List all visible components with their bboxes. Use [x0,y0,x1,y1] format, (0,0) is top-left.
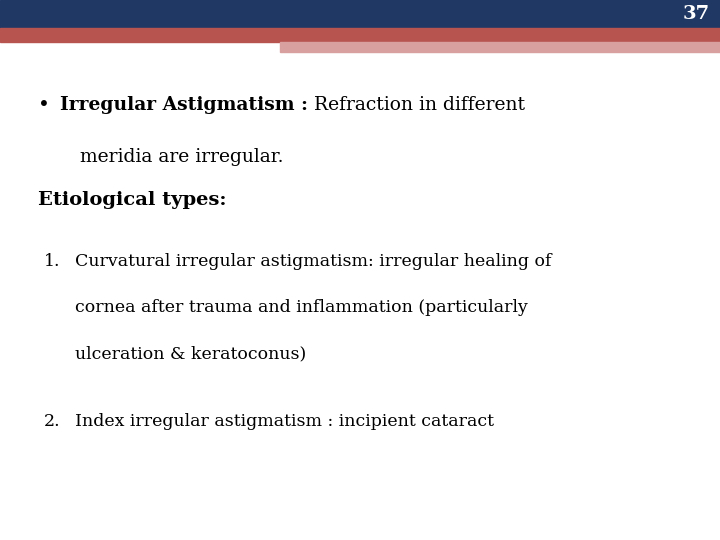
Bar [0,28,720,42]
Text: meridia are irregular.: meridia are irregular. [80,148,284,166]
Text: Index irregular astigmatism : incipient cataract: Index irregular astigmatism : incipient … [75,414,494,430]
Text: Irregular Astigmatism :: Irregular Astigmatism : [60,96,308,114]
Bar [280,42,720,52]
Text: Etiological types:: Etiological types: [38,191,227,209]
Text: •: • [38,96,50,114]
Bar [0,0,720,28]
Text: 37: 37 [683,5,710,23]
Text: ulceration & keratoconus): ulceration & keratoconus) [75,346,306,362]
Text: Curvatural irregular astigmatism: irregular healing of: Curvatural irregular astigmatism: irregu… [75,253,552,271]
Text: 1.: 1. [44,253,60,271]
Text: cornea after trauma and inflammation (particularly: cornea after trauma and inflammation (pa… [75,300,528,316]
Text: Refraction in different: Refraction in different [308,96,525,114]
Text: 2.: 2. [44,414,60,430]
